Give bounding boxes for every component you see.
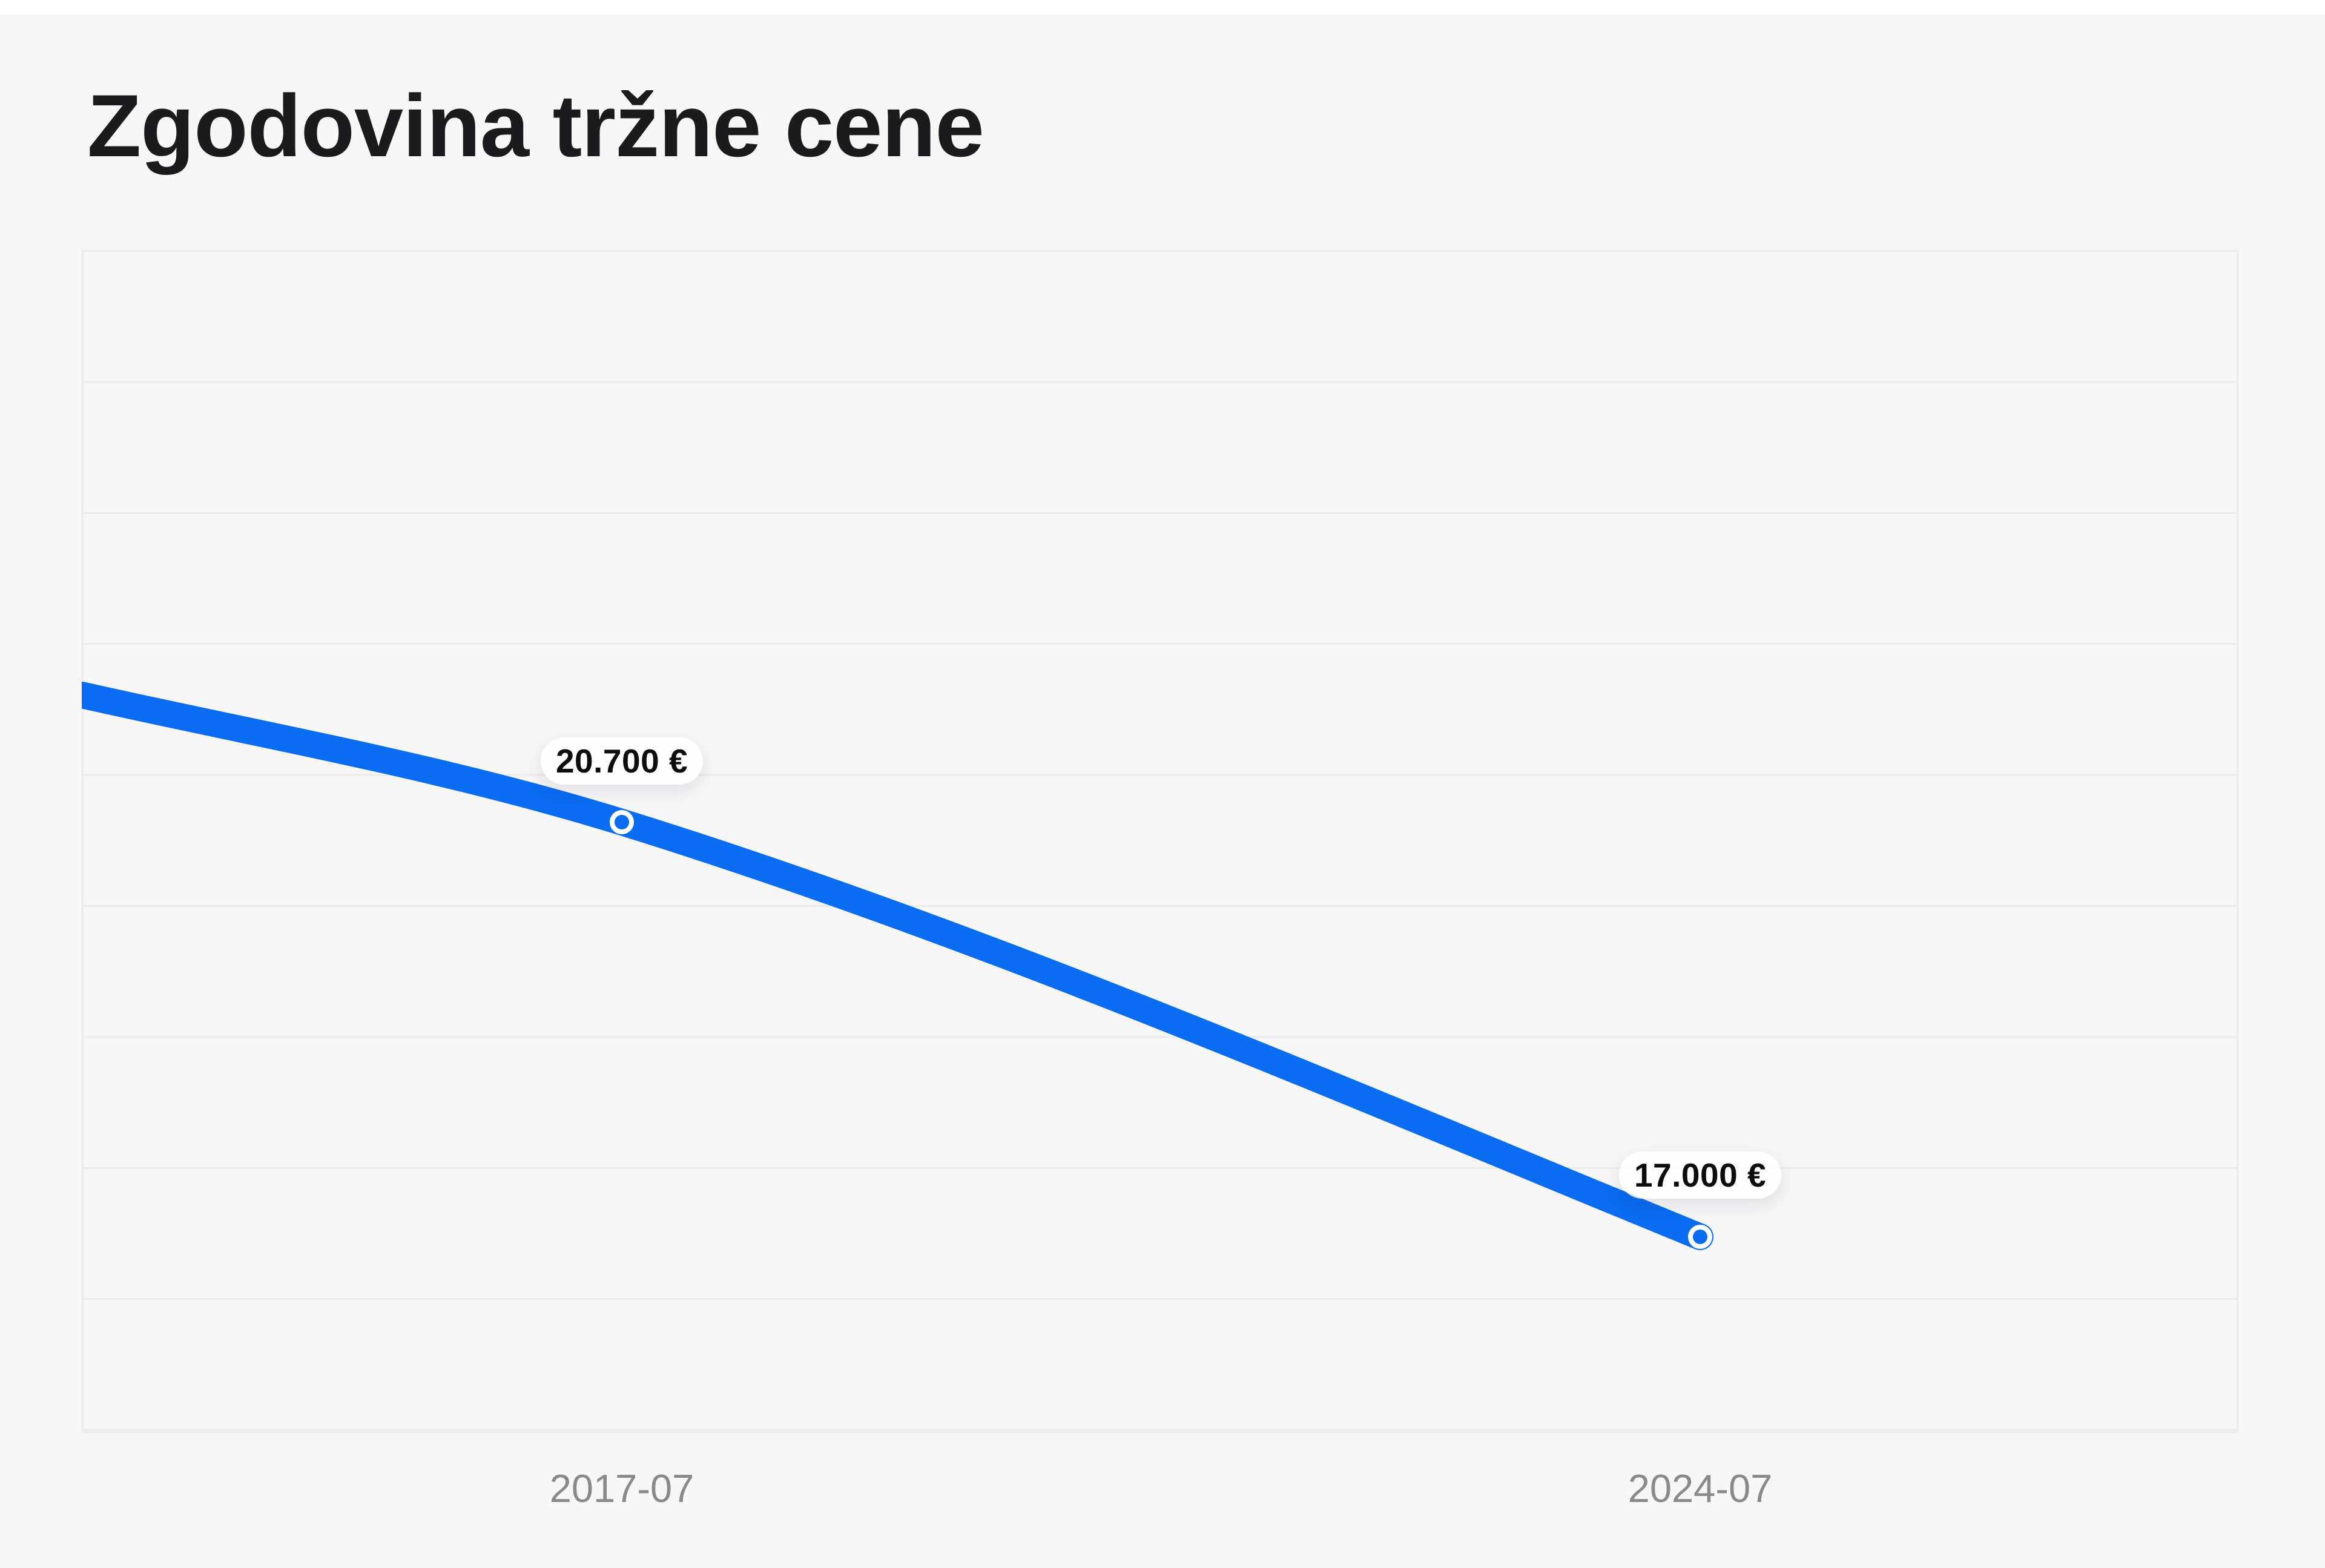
plot-area	[82, 250, 2238, 1433]
data-point-marker-2024-07[interactable]	[1688, 1225, 1712, 1249]
x-axis-tick-2017-07: 2017-07	[549, 1466, 694, 1510]
price-label-2017-07-text: 20.700 €	[555, 742, 688, 780]
price-line	[82, 682, 1713, 1250]
data-point-marker-2017-07[interactable]	[610, 810, 634, 834]
x-axis-tick-2024-07: 2024-07	[1628, 1466, 1773, 1510]
chart-title: Zgodovina tržne cene	[87, 76, 984, 175]
price-line-chart	[82, 682, 1713, 1250]
price-label-2017-07: 20.700 €	[540, 737, 704, 785]
top-divider	[0, 0, 2325, 15]
price-label-2024-07-text: 17.000 €	[1634, 1156, 1767, 1194]
price-label-2024-07: 17.000 €	[1618, 1151, 1782, 1199]
